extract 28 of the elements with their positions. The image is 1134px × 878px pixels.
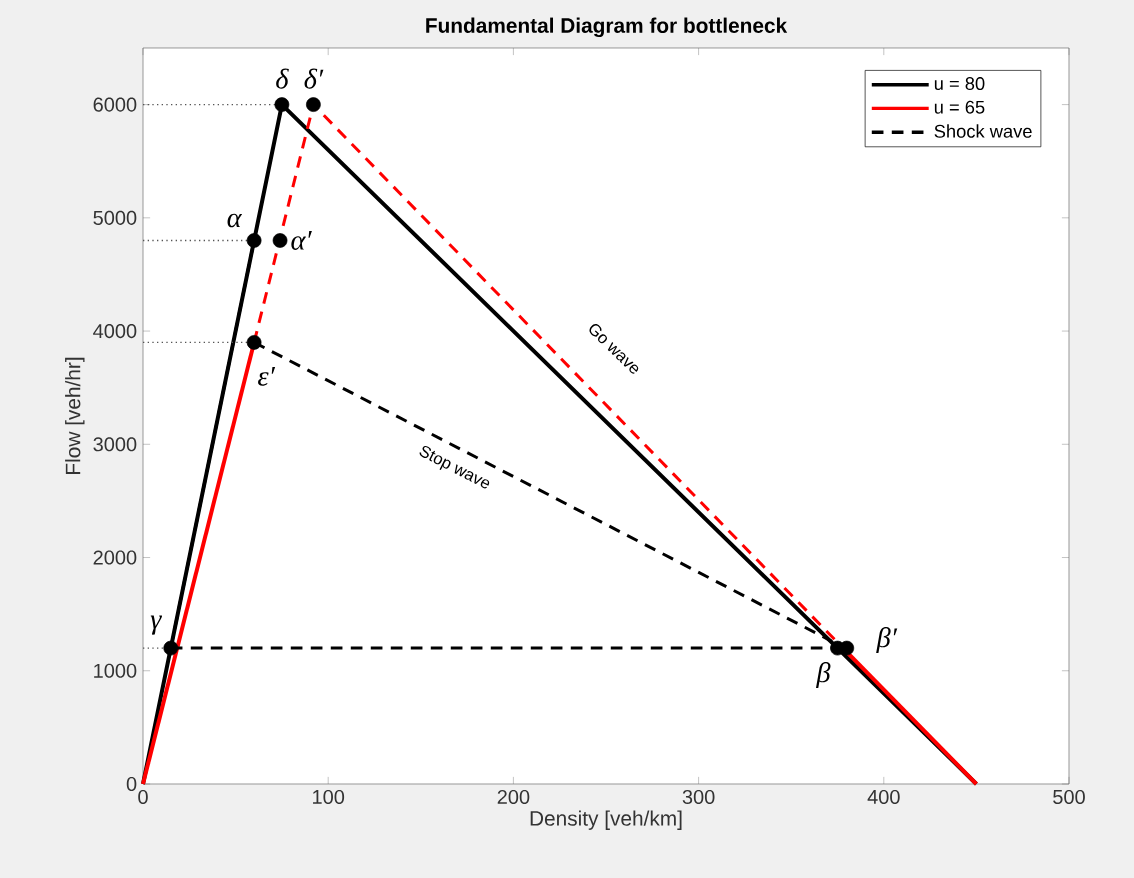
annotation: β	[816, 662, 831, 689]
annotation: β′	[876, 627, 898, 654]
y-axis-title: Flow [veh/hr]	[65, 357, 85, 474]
y-tick-label: 6000	[93, 97, 137, 112]
y-tick-label: 3000	[93, 437, 137, 452]
x-tick-label: 0	[138, 789, 148, 805]
y-tick-label: 2000	[93, 550, 137, 565]
annotation: α′	[291, 231, 312, 250]
legend-label: u = 65	[934, 100, 985, 114]
annotation: Stop wave	[419, 445, 490, 489]
chart-title: Fundamental Diagram for bottleneck	[426, 17, 788, 38]
annotation: δ	[276, 68, 289, 89]
annotation: δ′	[304, 68, 324, 89]
y-tick-label: 5000	[93, 210, 137, 225]
x-axis-title: Density [veh/km]	[530, 810, 682, 830]
annotation: γ	[150, 615, 162, 635]
x-tick-label: 200	[497, 789, 530, 805]
x-tick-label: 500	[1053, 789, 1085, 805]
y-tick-label: 0	[126, 776, 137, 792]
x-tick-label: 100	[313, 789, 345, 805]
x-tick-label: 300	[682, 789, 715, 805]
x-tick-label: 400	[867, 789, 900, 805]
y-tick-label: 4000	[93, 323, 137, 339]
annotation: α	[227, 213, 243, 228]
y-tick-label: 1000	[94, 663, 137, 678]
legend-label: Shock wave	[934, 124, 1032, 138]
annotation: ε′	[258, 366, 276, 386]
legend-label: u = 80	[934, 77, 985, 91]
